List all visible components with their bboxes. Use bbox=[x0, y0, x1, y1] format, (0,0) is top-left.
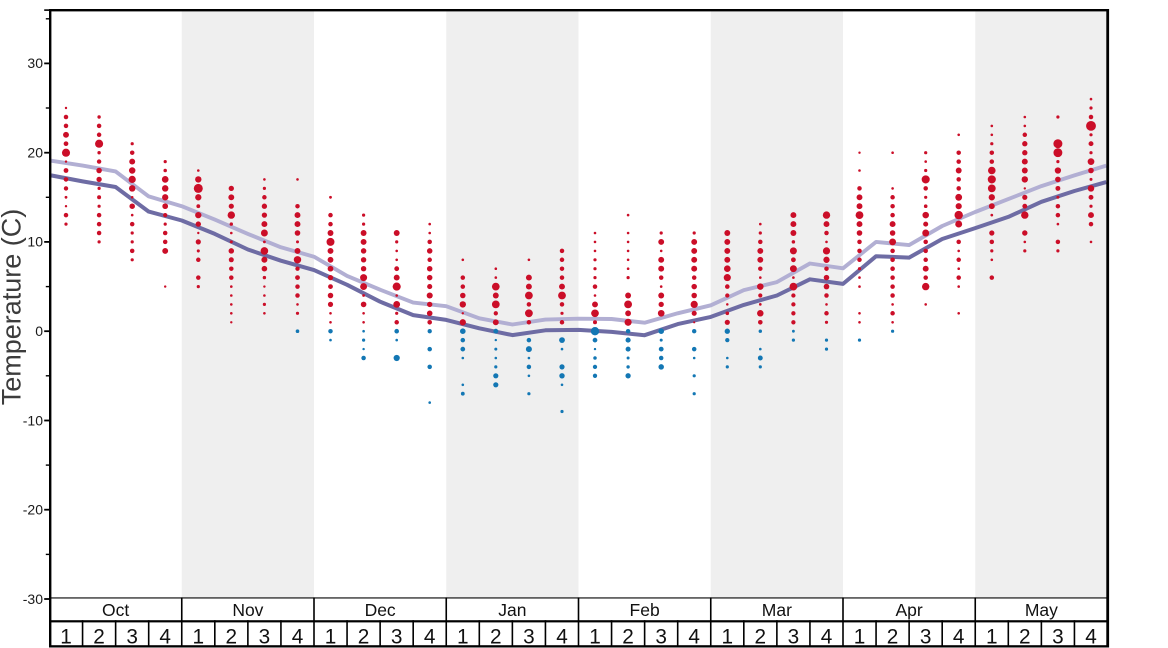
svg-text:2: 2 bbox=[490, 626, 502, 648]
svg-text:-10: -10 bbox=[23, 412, 43, 428]
svg-text:Dec: Dec bbox=[365, 600, 396, 620]
svg-text:3: 3 bbox=[655, 626, 667, 648]
svg-text:4: 4 bbox=[292, 626, 304, 648]
svg-text:1: 1 bbox=[722, 626, 734, 648]
svg-text:3: 3 bbox=[391, 626, 403, 648]
svg-text:Jan: Jan bbox=[498, 600, 526, 620]
svg-text:2: 2 bbox=[226, 626, 238, 648]
svg-text:4: 4 bbox=[556, 626, 568, 648]
svg-text:0: 0 bbox=[35, 323, 43, 339]
svg-text:4: 4 bbox=[821, 626, 833, 648]
svg-text:Apr: Apr bbox=[896, 600, 923, 620]
svg-text:3: 3 bbox=[259, 626, 271, 648]
svg-text:3: 3 bbox=[126, 626, 138, 648]
svg-text:2: 2 bbox=[358, 626, 370, 648]
svg-text:2: 2 bbox=[622, 626, 634, 648]
svg-text:1: 1 bbox=[589, 626, 601, 648]
svg-text:20: 20 bbox=[27, 145, 43, 161]
svg-text:10: 10 bbox=[27, 234, 43, 250]
svg-text:1: 1 bbox=[854, 626, 866, 648]
svg-text:-20: -20 bbox=[23, 502, 43, 518]
svg-text:2: 2 bbox=[887, 626, 899, 648]
svg-text:2: 2 bbox=[1019, 626, 1031, 648]
svg-text:1: 1 bbox=[457, 626, 469, 648]
svg-text:3: 3 bbox=[1052, 626, 1064, 648]
svg-text:4: 4 bbox=[424, 626, 436, 648]
svg-text:4: 4 bbox=[953, 626, 965, 648]
svg-text:May: May bbox=[1025, 600, 1058, 620]
svg-text:3: 3 bbox=[920, 626, 932, 648]
svg-text:4: 4 bbox=[159, 626, 171, 648]
svg-text:3: 3 bbox=[523, 626, 535, 648]
svg-text:-30: -30 bbox=[23, 591, 43, 607]
svg-text:Oct: Oct bbox=[102, 600, 129, 620]
svg-text:1: 1 bbox=[986, 626, 998, 648]
svg-text:Mar: Mar bbox=[762, 600, 792, 620]
svg-text:2: 2 bbox=[93, 626, 105, 648]
svg-text:4: 4 bbox=[1085, 626, 1097, 648]
svg-text:1: 1 bbox=[193, 626, 205, 648]
svg-text:4: 4 bbox=[688, 626, 700, 648]
svg-text:Feb: Feb bbox=[630, 600, 660, 620]
svg-text:3: 3 bbox=[788, 626, 800, 648]
svg-text:2: 2 bbox=[755, 626, 767, 648]
svg-text:1: 1 bbox=[60, 626, 72, 648]
svg-text:30: 30 bbox=[27, 55, 43, 71]
svg-text:Temperature (C): Temperature (C) bbox=[0, 209, 27, 406]
svg-text:1: 1 bbox=[325, 626, 337, 648]
svg-text:Nov: Nov bbox=[232, 600, 263, 620]
